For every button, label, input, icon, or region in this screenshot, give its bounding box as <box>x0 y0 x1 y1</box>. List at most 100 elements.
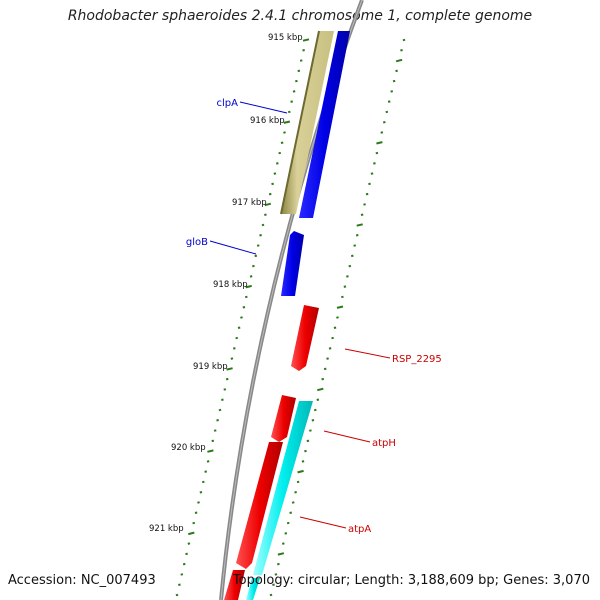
ruler-label-919: 919 kbp <box>193 362 228 372</box>
inner-ruler-tick <box>297 469 304 474</box>
outer-ruler-tick <box>216 419 219 422</box>
outer-ruler-tick <box>297 69 301 73</box>
outer-ruler-tick <box>192 521 196 525</box>
inner-ruler-tick <box>313 408 317 412</box>
outer-ruler-tick <box>188 531 195 536</box>
outer-ruler-tick <box>211 439 215 443</box>
outer-ruler-tick <box>256 244 260 247</box>
outer-ruler-tick <box>287 110 291 114</box>
outer-ruler-tick <box>283 120 291 124</box>
inner-ruler-tick <box>363 203 366 206</box>
outer-ruler-tick <box>271 182 274 186</box>
inner-ruler-tick <box>321 377 325 381</box>
outer-ruler-tick <box>278 151 282 155</box>
outer-ruler-tick <box>275 162 279 165</box>
gene-RSP_2295[interactable] <box>291 305 319 371</box>
ruler-ticks-outer <box>175 38 310 597</box>
inner-ruler-tick <box>317 387 324 392</box>
inner-ruler-tick <box>291 501 295 504</box>
outer-ruler-tick <box>264 202 272 207</box>
outer-ruler-tick <box>244 295 248 299</box>
inner-ruler-tick <box>370 172 374 175</box>
inner-ruler-tick <box>353 244 357 247</box>
inner-ruler-tick <box>341 295 344 299</box>
outer-ruler-tick <box>268 192 272 196</box>
gene-downstream[interactable] <box>224 570 245 600</box>
ruler-label-917: 917 kbp <box>232 198 267 208</box>
inner-ruler-tick <box>343 285 347 288</box>
inner-ruler-tick <box>356 223 363 227</box>
inner-ruler-tick <box>323 367 327 371</box>
gene-label-atpA[interactable]: atpA <box>348 524 371 535</box>
outer-ruler-tick <box>252 264 255 268</box>
inner-ruler-tick <box>328 347 332 350</box>
outer-ruler-tick <box>264 213 267 216</box>
outer-ruler-tick <box>283 131 286 134</box>
outer-ruler-tick <box>199 491 203 494</box>
leader-gloB <box>209 240 257 255</box>
ruler-label-918: 918 kbp <box>213 280 248 290</box>
gene-atpA[interactable] <box>236 442 283 569</box>
outer-ruler-tick <box>223 388 227 391</box>
gene-gloB[interactable] <box>281 231 304 296</box>
inner-ruler-tick <box>395 69 398 73</box>
inner-ruler-tick <box>326 357 329 360</box>
outer-ruler-tick <box>245 284 252 289</box>
outer-ruler-tick <box>206 460 210 463</box>
outer-ruler-tick <box>254 254 258 258</box>
inner-ruler-tick <box>281 542 285 545</box>
outer-ruler-tick <box>182 562 186 566</box>
gene-label-clpA[interactable]: clpA <box>217 98 239 109</box>
inner-ruler-tick <box>277 562 280 566</box>
outer-ruler-tick <box>242 306 246 309</box>
inner-ruler-tick <box>368 182 371 186</box>
ruler-label-920: 920 kbp <box>171 443 206 453</box>
inner-ruler-tick <box>331 336 334 340</box>
outer-ruler-tick <box>235 336 239 340</box>
inner-ruler-tick <box>269 593 273 597</box>
inner-ruler-tick <box>333 326 337 329</box>
gene-clpA[interactable] <box>299 31 350 218</box>
outer-ruler-tick <box>302 49 305 52</box>
feature-tan-clpA[interactable] <box>281 31 334 214</box>
leader-RSP_2295 <box>344 348 391 359</box>
inner-ruler-tick <box>395 58 403 63</box>
inner-ruler-tick <box>296 480 300 484</box>
inner-ruler-tick <box>316 398 320 401</box>
outer-ruler-tick <box>187 542 191 545</box>
inner-ruler-tick <box>392 79 396 83</box>
inner-ruler-tick <box>385 110 389 114</box>
outer-ruler-tick <box>259 234 262 237</box>
inner-ruler-tick <box>380 131 384 134</box>
accession-text: Accession: NC_007493 <box>8 573 156 588</box>
inner-ruler-tick <box>348 264 352 268</box>
inner-ruler-tick <box>304 449 307 453</box>
outer-ruler-tick <box>180 573 184 576</box>
outer-ruler-tick <box>230 357 234 360</box>
outer-ruler-tick <box>201 480 205 484</box>
outer-ruler-tick <box>225 377 229 381</box>
inner-ruler-tick <box>355 234 359 237</box>
inner-ruler-tick <box>284 532 288 535</box>
outer-ruler-tick <box>261 223 265 227</box>
feature-cyan-atp[interactable] <box>253 401 313 575</box>
inner-ruler-tick <box>375 151 379 155</box>
gene-label-gloB[interactable]: gloB <box>186 237 208 248</box>
outer-ruler-tick <box>295 79 298 83</box>
inner-ruler-tick <box>350 254 354 258</box>
inner-ruler-tick <box>306 439 310 443</box>
outer-ruler-tick <box>299 59 303 62</box>
outer-ruler-tick <box>178 583 181 586</box>
backbone-track <box>219 0 364 600</box>
genome-summary-text: Topology: circular; Length: 3,188,609 bp… <box>232 573 590 588</box>
gene-label-atpH[interactable]: atpH <box>372 438 396 449</box>
gene-label-RSP_2295[interactable]: RSP_2295 <box>392 354 442 365</box>
outer-ruler-tick <box>290 100 294 103</box>
ruler-label-915: 915 kbp <box>268 33 303 43</box>
inner-ruler-tick <box>336 305 344 309</box>
inner-ruler-tick <box>274 573 278 576</box>
outer-ruler-tick <box>175 593 179 597</box>
gene-atpH[interactable] <box>271 395 296 442</box>
inner-ruler-tick <box>402 38 406 42</box>
